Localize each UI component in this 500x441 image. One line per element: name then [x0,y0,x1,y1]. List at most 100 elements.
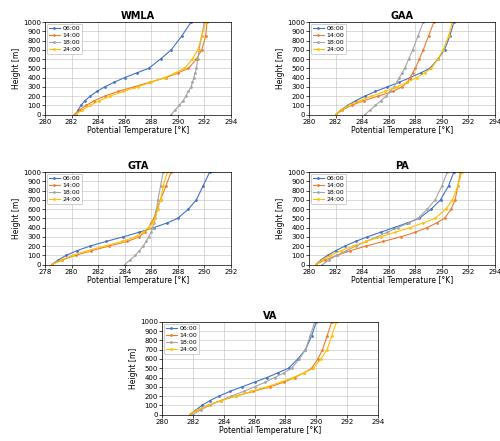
14:00 [148,220,154,225]
18:00 [363,239,369,244]
06:00 [48,262,54,267]
24:00 [312,262,318,267]
24:00 [320,257,326,262]
24:00 [198,33,204,38]
24:00 [420,220,426,225]
Line: 14:00: 14:00 [50,171,172,266]
18:00 [262,380,268,385]
14:00 [198,47,204,52]
X-axis label: Potential Temperature [°K]: Potential Temperature [°K] [87,126,189,135]
14:00 [267,384,273,389]
24:00 [187,412,193,417]
06:00 [362,93,368,99]
Title: WMLA: WMLA [121,11,155,21]
Line: 24:00: 24:00 [334,21,454,116]
18:00 [439,183,445,189]
06:00 [404,220,410,225]
18:00 [302,347,308,352]
Line: 06:00: 06:00 [188,321,318,416]
18:00 [374,234,380,239]
18:00 [281,370,287,376]
24:00 [135,84,141,90]
14:00 [206,403,212,408]
18:00 [420,19,426,25]
14:00 [83,103,89,108]
06:00 [418,70,424,75]
24:00 [120,89,126,94]
06:00 [428,206,434,212]
24:00 [450,19,456,25]
Title: GAA: GAA [390,11,413,21]
18:00 [194,66,200,71]
06:00 [364,234,370,239]
14:00 [168,169,174,175]
24:00 [79,107,85,112]
14:00 [106,243,112,249]
Line: 14:00: 14:00 [73,21,208,116]
24:00 [428,66,434,71]
24:00 [338,107,344,112]
14:00 [131,84,137,90]
14:00 [281,380,287,385]
14:00 [136,234,142,239]
06:00 [200,183,206,189]
24:00 [440,47,446,52]
14:00 [48,262,54,267]
14:00 [458,169,464,175]
18:00 [136,248,142,253]
24:00 [164,169,170,175]
14:00 [142,229,148,235]
24:00 [190,56,196,62]
18:00 [288,366,294,371]
Line: 14:00: 14:00 [334,21,436,116]
06:00 [193,407,199,413]
24:00 [264,384,270,389]
24:00 [96,98,102,103]
14:00 [194,407,200,413]
24:00 [107,93,113,99]
14:00 [146,225,152,230]
24:00 [338,248,344,253]
06:00 [407,75,413,80]
24:00 [394,84,400,90]
24:00 [148,79,154,85]
Line: 18:00: 18:00 [321,171,448,266]
14:00 [187,412,193,417]
14:00 [71,112,77,117]
18:00 [192,70,198,75]
Y-axis label: Height [m]: Height [m] [276,48,285,89]
24:00 [72,112,78,117]
14:00 [175,70,181,75]
24:00 [150,220,156,225]
24:00 [446,33,452,38]
24:00 [350,243,356,249]
24:00 [301,370,307,376]
14:00 [60,257,66,262]
14:00 [154,206,160,212]
24:00 [48,262,54,267]
06:00 [120,234,126,239]
Legend: 06:00, 14:00, 18:00, 24:00: 06:00, 14:00, 18:00, 24:00 [311,174,346,204]
18:00 [334,253,340,258]
18:00 [183,93,189,99]
14:00 [233,393,239,399]
18:00 [252,384,258,389]
18:00 [402,66,407,71]
18:00 [312,319,318,325]
18:00 [241,389,247,394]
24:00 [248,389,254,394]
06:00 [146,66,152,71]
Line: 18:00: 18:00 [364,21,424,116]
Line: 18:00: 18:00 [124,171,164,266]
24:00 [334,319,340,325]
14:00 [204,19,210,25]
06:00 [168,47,174,52]
18:00 [155,197,161,202]
18:00 [207,403,213,408]
24:00 [356,98,362,103]
06:00 [56,257,62,262]
14:00 [194,56,200,62]
18:00 [151,220,157,225]
24:00 [290,375,296,380]
18:00 [198,407,203,413]
